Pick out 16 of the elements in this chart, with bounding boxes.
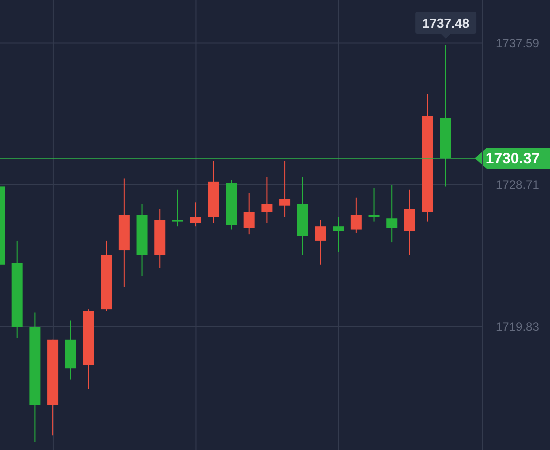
y-tick-label: 1737.59 [496, 36, 540, 51]
ref-line-label: 1730.37 [486, 150, 540, 167]
y-tick-label: 1728.71 [496, 178, 540, 192]
candlestick [368, 188, 380, 222]
candlestick [404, 189, 416, 256]
candlestick [333, 216, 344, 253]
candlestick [350, 197, 362, 234]
candlestick [190, 202, 202, 228]
candlestick [172, 189, 184, 228]
candlestick [280, 160, 291, 218]
candlestick [315, 220, 326, 266]
y-tick-label: 1719.83 [496, 320, 540, 334]
candlestick [244, 192, 255, 236]
annotation: 1737.48 [422, 16, 470, 30]
candlestick [386, 184, 398, 244]
candlestick [262, 176, 273, 224]
